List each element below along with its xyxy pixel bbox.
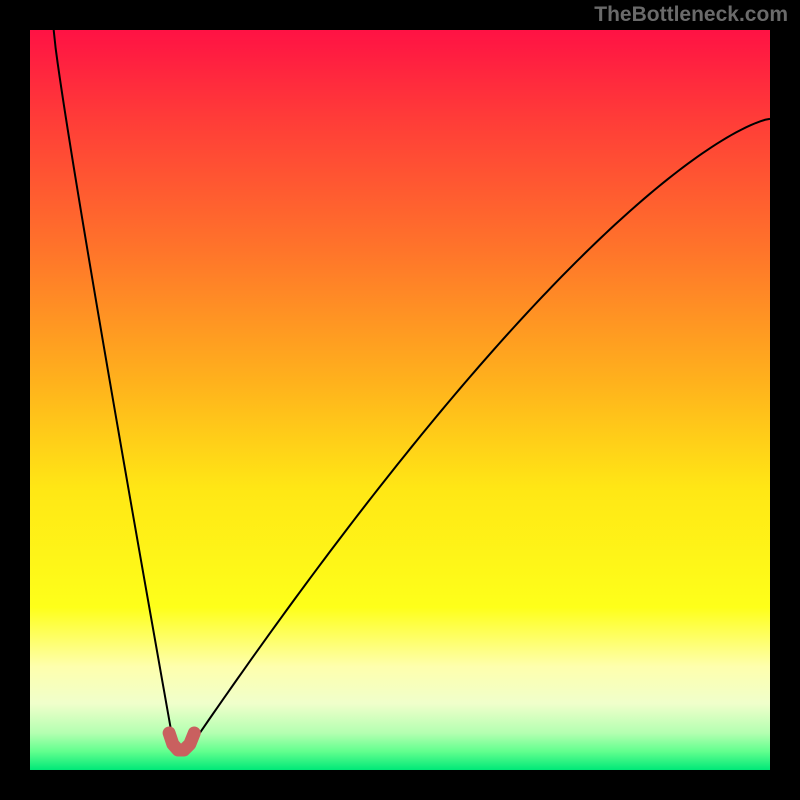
watermark-label: TheBottleneck.com — [594, 3, 788, 27]
optimal-marker — [169, 733, 194, 750]
plot-area — [30, 30, 770, 770]
curve-layer — [30, 30, 770, 770]
curve-left-branch — [54, 30, 175, 749]
chart-container: TheBottleneck.com — [0, 0, 800, 800]
curve-right-branch — [189, 119, 770, 749]
